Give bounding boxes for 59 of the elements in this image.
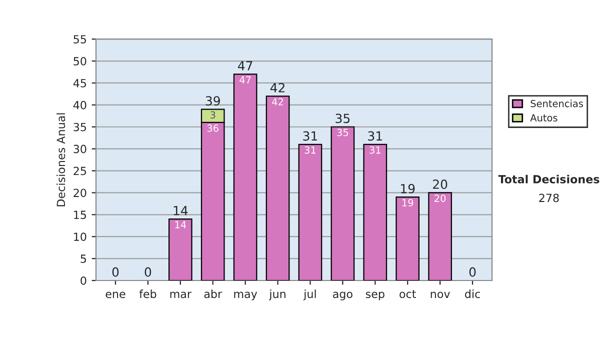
- y-tick-label: 0: [80, 276, 86, 285]
- x-tick-label: abr: [204, 290, 222, 298]
- y-tick-label: 25: [74, 166, 86, 176]
- y-tick-label: 10: [74, 232, 86, 241]
- x-tick-label: ene: [106, 292, 126, 298]
- bar: [168, 218, 192, 280]
- bar: [396, 196, 420, 280]
- x-tick-label: sep: [366, 292, 384, 300]
- data-label: 42: [272, 98, 283, 106]
- text: 278: [539, 194, 559, 202]
- y-tick-label: 15: [74, 210, 86, 220]
- x-tick-label: oct: [400, 290, 416, 298]
- total-label: 19: [401, 184, 415, 194]
- bar: [330, 126, 355, 280]
- data-label: 47: [240, 76, 251, 84]
- data-label: 35: [337, 128, 348, 136]
- total-label: 0: [144, 267, 152, 277]
- x-tick-label: ago: [333, 292, 352, 300]
- total-label: 47: [238, 61, 252, 70]
- total-label: 0: [112, 267, 119, 277]
- y-tick-label: 50: [74, 57, 86, 66]
- y-tick-label: 55: [74, 35, 86, 44]
- x-tick-label: jul: [303, 290, 316, 300]
- data-label: 14: [175, 221, 186, 228]
- data-label: 31: [304, 146, 316, 154]
- y-tick-label: 40: [73, 100, 86, 110]
- bar: [428, 192, 452, 280]
- y-tick-label: 45: [73, 79, 86, 88]
- y-tick-label: 30: [74, 144, 86, 154]
- x-tick-label: may: [234, 292, 258, 300]
- total-label: 39: [206, 96, 220, 106]
- x-tick-label: dic: [465, 290, 480, 298]
- total-label: 31: [303, 131, 318, 141]
- legend-label: Sentencias: [530, 100, 583, 108]
- bar: [233, 74, 258, 280]
- total-label: 35: [336, 114, 350, 124]
- total-label: 31: [368, 131, 382, 141]
- total-label: 42: [270, 82, 284, 92]
- y-axis-title: Decisiones Anual: [56, 113, 66, 206]
- x-tick-label: nov: [430, 292, 450, 298]
- bar: [266, 96, 290, 280]
- data-label: 36: [207, 124, 218, 132]
- legend-label: Autos: [530, 114, 558, 122]
- bar: [363, 144, 388, 280]
- data-label: 20: [434, 194, 446, 202]
- y-tick-label: 35: [74, 122, 86, 132]
- text: Total Decisiones: [498, 174, 600, 184]
- total-label: 20: [433, 180, 448, 189]
- x-tick-label: jun: [268, 290, 286, 300]
- total-label: 14: [174, 206, 188, 216]
- data-label: 19: [402, 199, 414, 206]
- data-label: 31: [370, 146, 380, 154]
- bar: [298, 144, 322, 280]
- x-tick-label: mar: [170, 292, 192, 298]
- x-tick-label: feb: [139, 290, 156, 298]
- y-tick-label: 20: [74, 188, 86, 198]
- data-label: 3: [210, 111, 216, 119]
- y-tick-label: 5: [80, 254, 86, 263]
- total-label: 0: [469, 267, 476, 277]
